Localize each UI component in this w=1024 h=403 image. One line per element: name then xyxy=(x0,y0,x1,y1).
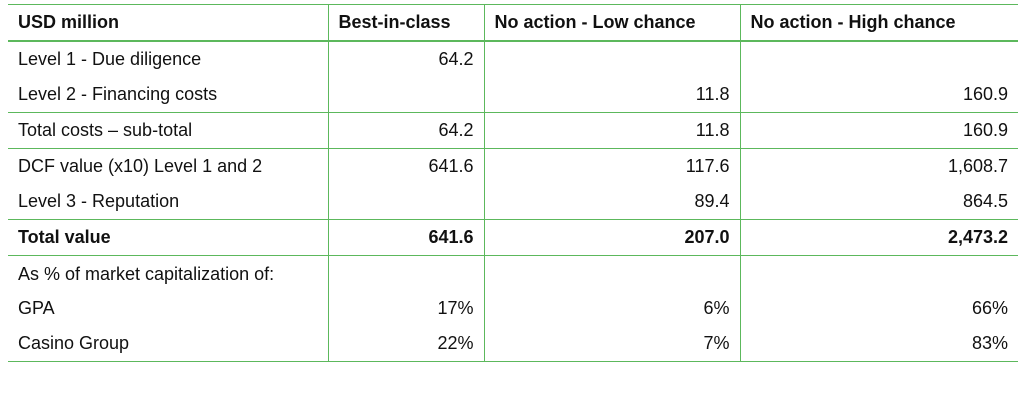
value-cell: 641.6 xyxy=(327,219,484,256)
table-row: DCF value (x10) Level 1 and 2 641.6 117.6 1… xyxy=(8,148,1018,184)
value-cell: 17% xyxy=(327,291,484,326)
row-label: DCF value (x10) Level 1 and 2 xyxy=(18,156,263,176)
table-row: Total value 641.6 207.0 2,473.2 xyxy=(8,219,1018,256)
value-cell: 117.6 xyxy=(483,148,740,184)
value-cell: 22% xyxy=(327,326,484,362)
value-cell: 207.0 xyxy=(483,219,740,256)
row-label: As % of market capitalization of: xyxy=(18,263,275,284)
value-cell: 89.4 xyxy=(483,184,740,220)
row-label: Casino Group xyxy=(8,326,328,362)
table-row: Level 2 - Financing costs 11.8 160.9 xyxy=(8,77,1018,113)
value-cell: 6% xyxy=(483,291,740,326)
empty-cell xyxy=(483,255,740,291)
value-cell: 7% xyxy=(483,326,740,362)
empty-cell xyxy=(327,77,484,113)
value-cell: 160.9 xyxy=(739,77,1018,113)
table-row: GPA 17% 6% 66% xyxy=(8,291,1018,326)
empty-cell xyxy=(327,184,484,220)
empty-cell xyxy=(483,41,740,77)
valuation-table: USD million Best-in-class No action - Low … xyxy=(8,4,1018,362)
row-label: Level 3 - Reputation xyxy=(8,184,328,220)
table-row: Casino Group 22% 7% 83% xyxy=(8,326,1018,362)
value-cell: 64.2 xyxy=(327,41,484,77)
header-cell: No action - Low chance xyxy=(483,4,740,42)
value-cell: 11.8 xyxy=(483,77,740,113)
header-cell: No action - High chance xyxy=(739,4,1018,42)
value-cell: 1,608.7 xyxy=(739,148,1018,184)
row-label: GPA xyxy=(18,298,55,318)
table-row: Level 3 - Reputation 89.4 864.5 xyxy=(8,184,1018,220)
row-label: Total costs – sub-total xyxy=(8,112,328,149)
table-row: Level 1 - Due diligence 64.2 xyxy=(8,41,1018,77)
value-cell: 11.8 xyxy=(483,112,740,149)
value-cell: 641.6 xyxy=(327,148,484,184)
value-cell: 83% xyxy=(739,326,1018,362)
table-row: Total costs – sub-total 64.2 11.8 160.9 xyxy=(8,112,1018,149)
value-cell: 2,473.2 xyxy=(739,219,1018,256)
row-label: Total value xyxy=(8,219,328,256)
header-cell: USD million xyxy=(8,4,328,42)
header-row: USD million Best-in-class No action - Low … xyxy=(8,4,1018,42)
table-row: As % of market capitalization of: xyxy=(8,255,1018,291)
row-label: Level 2 - Financing costs xyxy=(8,77,328,113)
empty-cell xyxy=(739,41,1018,77)
header-cell: Best-in-class xyxy=(327,4,484,42)
row-label: Level 1 - Due diligence xyxy=(18,49,202,69)
empty-cell xyxy=(739,255,1018,291)
value-cell: 64.2 xyxy=(327,112,484,149)
value-cell: 160.9 xyxy=(739,112,1018,149)
value-cell: 66% xyxy=(739,291,1018,326)
empty-cell xyxy=(327,255,484,291)
value-cell: 864.5 xyxy=(739,184,1018,220)
